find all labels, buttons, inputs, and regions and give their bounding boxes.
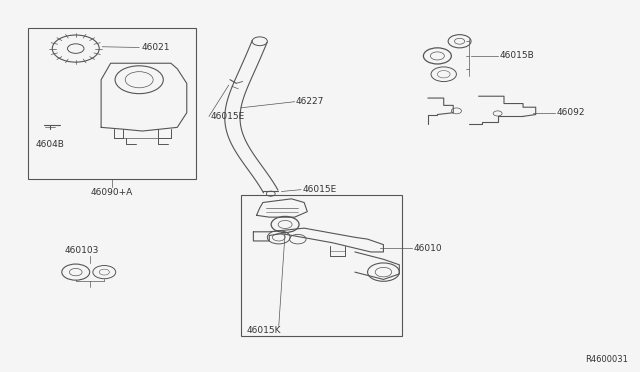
Text: 46015E: 46015E xyxy=(211,112,245,121)
Text: 46092: 46092 xyxy=(557,108,585,117)
Text: R4600031: R4600031 xyxy=(585,355,628,364)
Bar xyxy=(241,195,403,336)
Text: 46015K: 46015K xyxy=(247,326,282,335)
Text: 4604B: 4604B xyxy=(36,140,65,149)
Text: 46015E: 46015E xyxy=(303,185,337,194)
Text: 460103: 460103 xyxy=(65,246,99,255)
Text: 46227: 46227 xyxy=(296,97,324,106)
Text: 46010: 46010 xyxy=(414,244,442,253)
Text: 46090+A: 46090+A xyxy=(91,188,133,197)
Text: 46015B: 46015B xyxy=(500,51,534,60)
Text: 46021: 46021 xyxy=(141,43,170,52)
Bar xyxy=(28,28,196,179)
